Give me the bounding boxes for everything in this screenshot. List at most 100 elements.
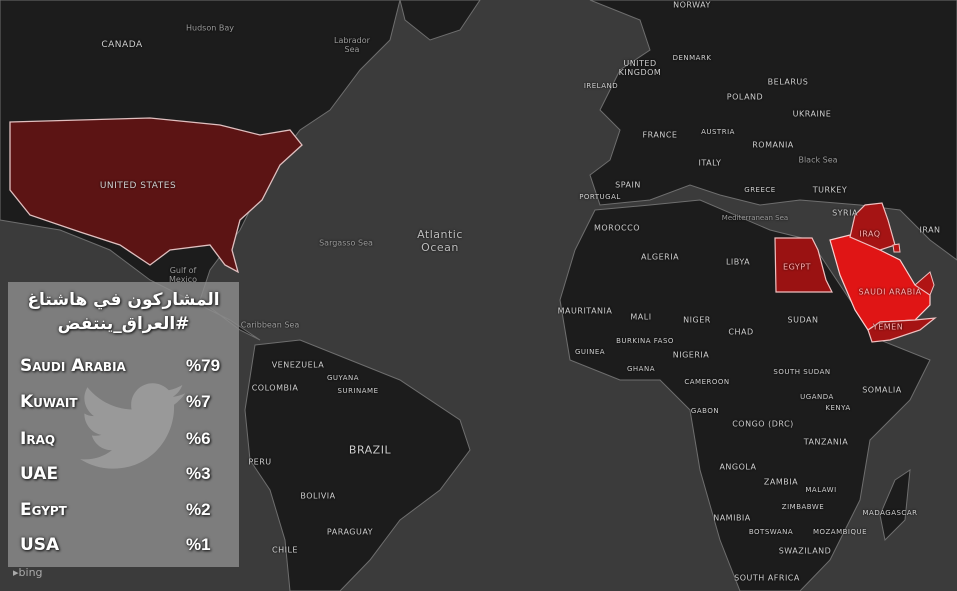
label-somalia: SOMALIA <box>862 385 902 395</box>
table-row: Iraq %6 <box>18 429 231 453</box>
panel-title-line1: المشاركون في هاشتاغ <box>27 290 220 310</box>
label-mediterranean-sea: Mediterranean Sea <box>721 214 789 222</box>
country-name: Egypt <box>20 500 67 520</box>
country-percent: %3 <box>186 464 211 483</box>
label-france: FRANCE <box>642 130 678 140</box>
table-row: Kuwait %7 <box>18 392 231 416</box>
panel-title-hashtag: #العراق_ينتفض <box>57 314 190 334</box>
label-madagascar: MADAGASCAR <box>862 509 918 517</box>
country-percent: %79 <box>186 356 221 375</box>
country-name: Kuwait <box>20 392 78 412</box>
table-row: USA %1 <box>18 535 231 559</box>
twitter-bird-icon <box>80 383 185 469</box>
egypt-region <box>774 237 833 293</box>
label-botswana: BOTSWANA <box>748 528 794 536</box>
country-name: UAE <box>20 464 59 484</box>
label-algeria: ALGERIA <box>640 252 680 262</box>
land-south-america <box>244 339 471 591</box>
label-mozambique: MOZAMBIQUE <box>812 528 868 536</box>
label-black-sea: Black Sea <box>798 155 838 165</box>
kuwait-region <box>892 243 901 253</box>
land-africa <box>559 199 931 591</box>
label-portugal: PORTUGAL <box>579 193 621 201</box>
country-percent: %7 <box>186 392 211 411</box>
yemen-region <box>867 317 937 343</box>
label-zimbabwe: ZIMBABWE <box>781 503 825 511</box>
label-poland: POLAND <box>726 92 764 102</box>
table-row: Egypt %2 <box>18 500 231 524</box>
label-zambia: ZAMBIA <box>763 477 799 487</box>
label-austria: AUSTRIA <box>701 128 735 136</box>
label-libya: LIBYA <box>725 257 751 267</box>
label-norway: NORWAY <box>673 0 711 10</box>
label-tanzania: TANZANIA <box>803 437 849 447</box>
hashtag-participants-panel: المشاركون في هاشتاغ #العراق_ينتفض Saudi … <box>8 282 239 567</box>
label-colombia: COLOMBIA <box>251 383 299 393</box>
country-percent: %6 <box>186 429 211 448</box>
label-guinea: GUINEA <box>574 348 606 356</box>
label-peru: PERU <box>248 457 272 467</box>
bing-logo-icon: ▸ <box>13 566 19 579</box>
label-suriname: SURINAME <box>337 387 379 395</box>
label-united-kingdom: UNITED KINGDOM <box>618 59 662 77</box>
label-guyana: GUYANA <box>326 374 360 382</box>
country-percent: %1 <box>186 535 211 554</box>
label-cameroon: CAMEROON <box>684 378 730 386</box>
label-uganda: UGANDA <box>800 393 834 401</box>
land-greenland <box>399 0 481 41</box>
label-brazil: BRAZIL <box>348 443 392 457</box>
label-spain: SPAIN <box>615 180 641 190</box>
label-angola: ANGOLA <box>719 462 757 472</box>
label-hudson-bay: Hudson Bay <box>186 23 234 33</box>
label-south-sudan: SOUTH SUDAN <box>773 368 831 376</box>
table-row: Saudi Arabia %79 <box>18 356 231 380</box>
label-turkey: TURKEY <box>812 185 848 195</box>
label-iran: IRAN <box>919 225 941 235</box>
land-madagascar <box>879 468 911 542</box>
bing-label: bing <box>18 566 43 579</box>
label-gulf-of-mexico: Gulf of Mexico <box>169 266 197 284</box>
label-saudi-arabia: SAUDI ARABIA <box>858 287 922 297</box>
panel-title: المشاركون في هاشتاغ #العراق_ينتفض <box>8 288 239 336</box>
label-mauritania: MAURITANIA <box>557 306 613 316</box>
label-swaziland: SWAZILAND <box>778 546 832 556</box>
label-greece: GREECE <box>744 186 776 194</box>
label-yemen: YEMEN <box>872 322 904 332</box>
country-name: Saudi Arabia <box>20 356 126 376</box>
label-bolivia: BOLIVIA <box>300 491 336 501</box>
label-ireland: IRELAND <box>583 82 619 90</box>
label-gabon: GABON <box>690 407 720 415</box>
label-labrador-sea: Labrador Sea <box>334 36 370 54</box>
label-ghana: GHANA <box>626 365 656 373</box>
label-sargasso-sea: Sargasso Sea <box>319 238 373 248</box>
label-iraq: IRAQ <box>859 229 881 239</box>
label-denmark: DENMARK <box>672 54 712 62</box>
label-niger: NIGER <box>683 315 711 325</box>
label-ukraine: UKRAINE <box>792 109 832 119</box>
label-belarus: BELARUS <box>767 77 809 87</box>
country-percent: %2 <box>186 500 211 519</box>
land-europe-asia <box>589 0 957 261</box>
label-chad: CHAD <box>728 327 754 337</box>
label-venezuela: VENEZUELA <box>271 360 325 370</box>
label-nigeria: NIGERIA <box>672 350 710 360</box>
label-paraguay: PARAGUAY <box>326 527 374 537</box>
label-canada: CANADA <box>101 40 143 50</box>
label-syria: SYRIA <box>832 208 858 218</box>
label-italy: ITALY <box>698 158 722 168</box>
uae-region <box>914 271 935 296</box>
usa-region <box>9 117 303 274</box>
label-burkina-faso: BURKINA FASO <box>616 337 674 345</box>
label-mali: MALI <box>630 312 652 322</box>
label-romania: ROMANIA <box>752 140 794 150</box>
label-caribbean-sea: Caribbean Sea <box>240 320 300 330</box>
label-namibia: NAMIBIA <box>713 513 751 523</box>
label-south-africa: SOUTH AFRICA <box>734 573 800 583</box>
label-sudan: SUDAN <box>787 315 819 325</box>
bing-attribution[interactable]: ▸bing <box>13 566 43 579</box>
label-morocco: MOROCCO <box>593 223 641 233</box>
label-atlantic-ocean: Atlantic Ocean <box>417 228 463 254</box>
label-united-states: UNITED STATES <box>99 181 177 191</box>
label-malawi: MALAWI <box>805 486 837 494</box>
